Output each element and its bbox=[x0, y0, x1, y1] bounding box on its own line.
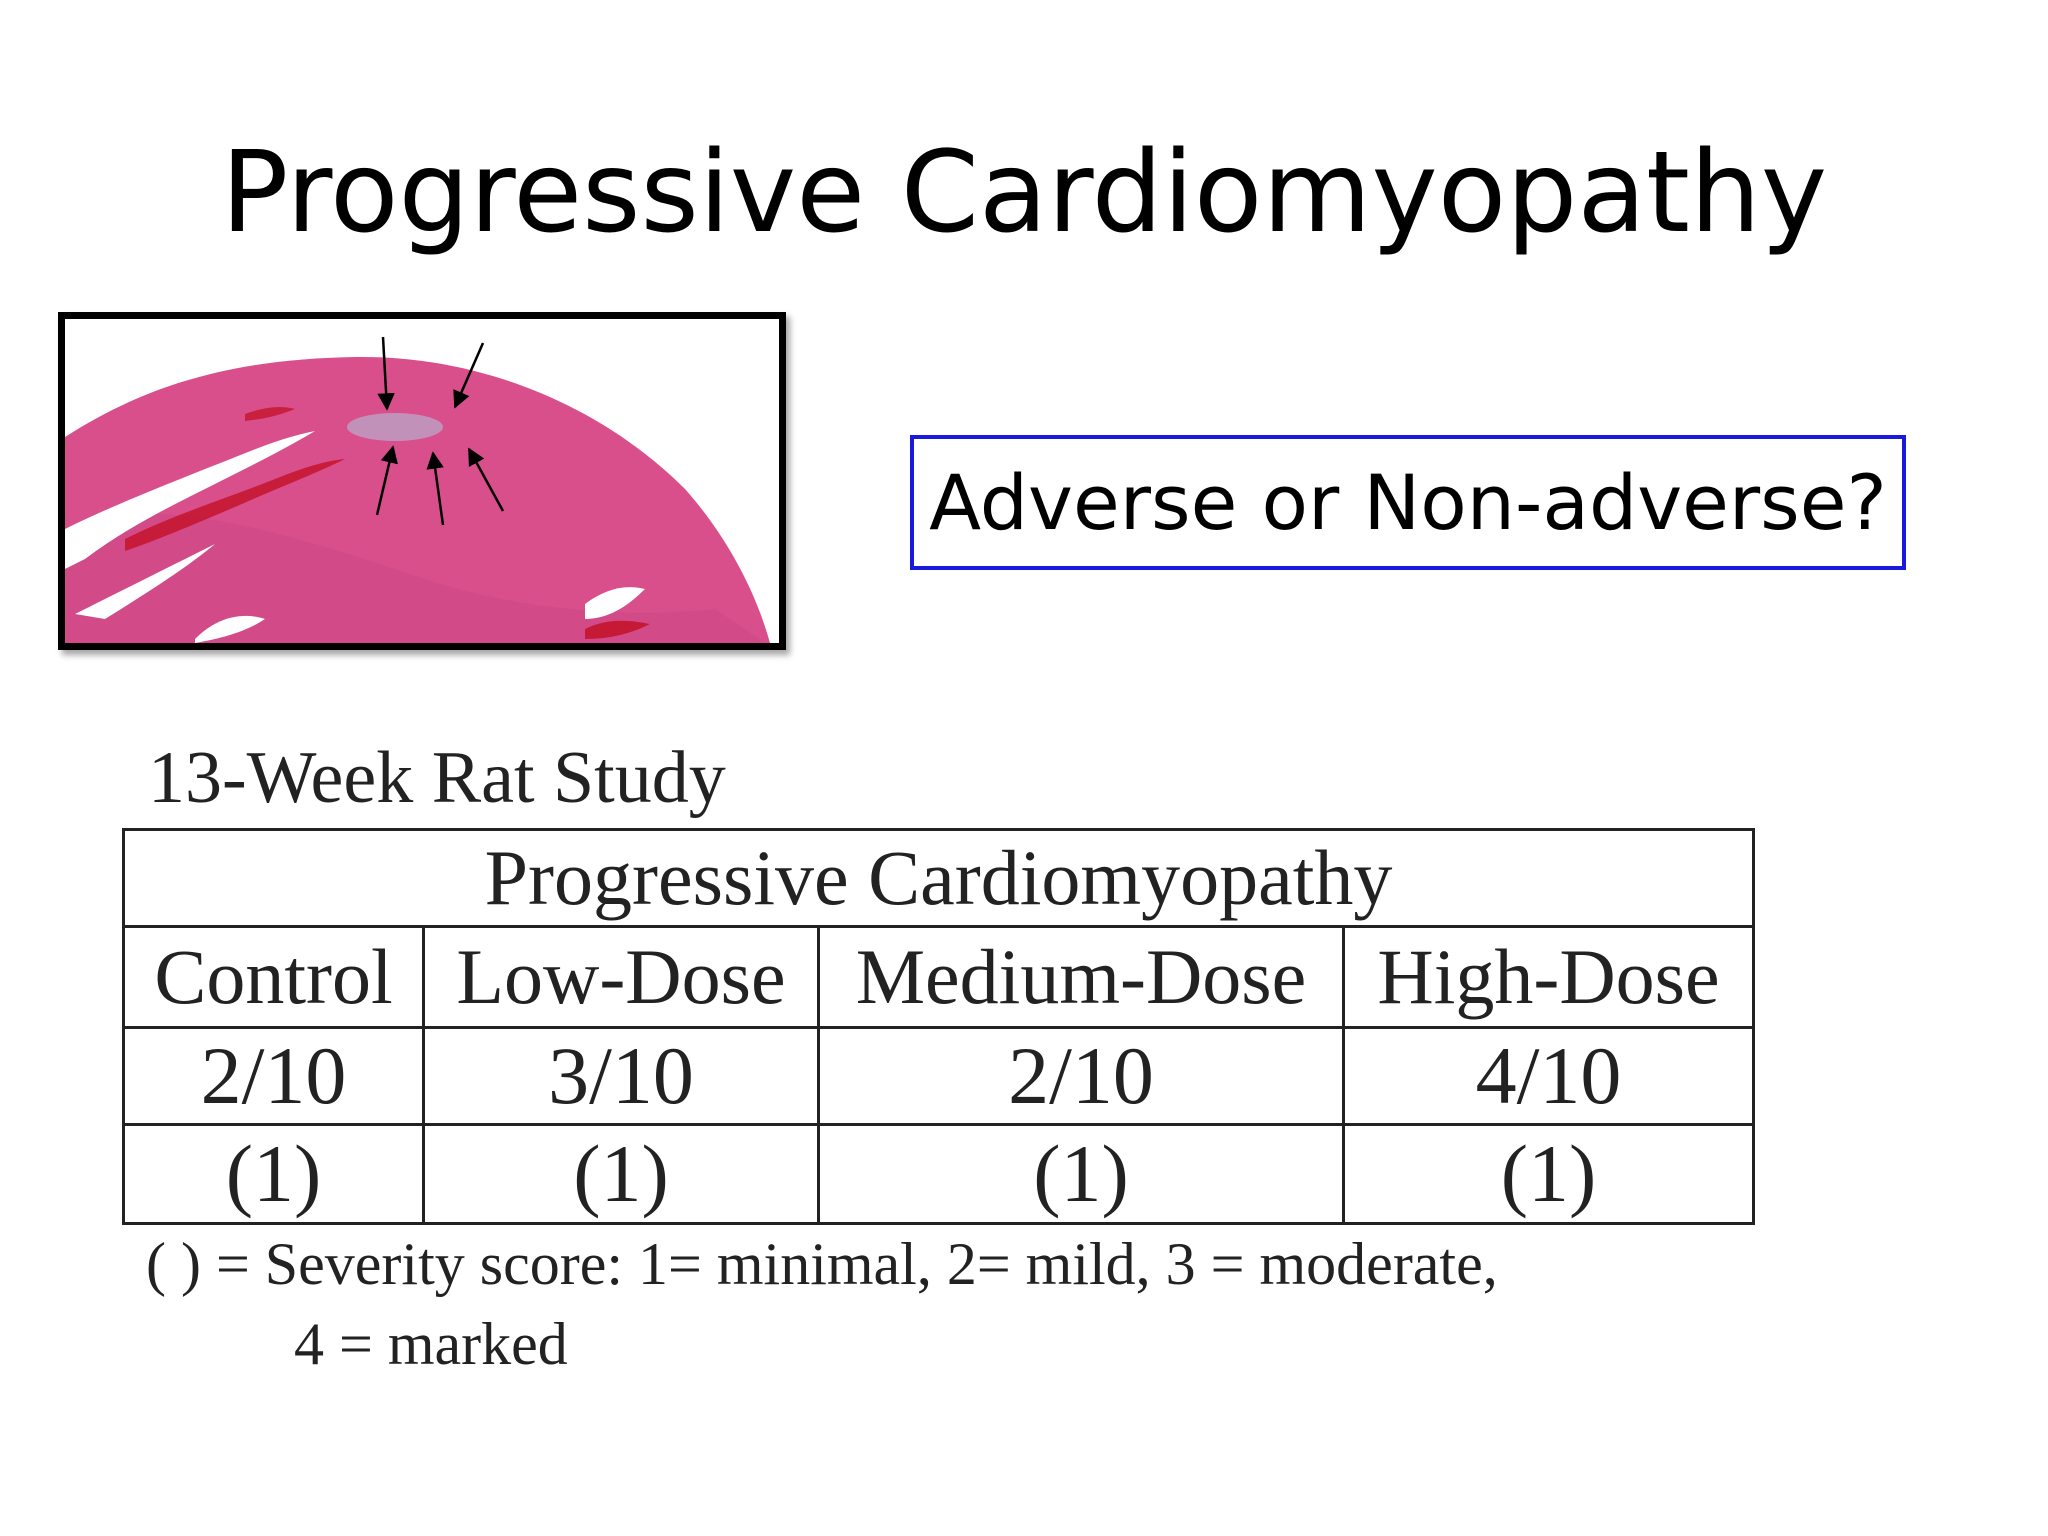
severity-high-dose: (1) bbox=[1341, 1123, 1756, 1225]
table-row: Control Low-Dose Medium-Dose High-Dose bbox=[122, 925, 1756, 1029]
group-control: Control bbox=[122, 925, 425, 1029]
histology-image bbox=[58, 312, 786, 650]
footnote-line-2: 4 = marked bbox=[294, 1311, 568, 1377]
arrow-1 bbox=[377, 336, 395, 411]
slide-title: Progressive Cardiomyopathy bbox=[220, 128, 1828, 258]
group-high-dose: High-Dose bbox=[1341, 925, 1756, 1029]
histology-micrograph bbox=[65, 319, 779, 643]
severity-medium-dose: (1) bbox=[817, 1123, 1345, 1225]
footnote-line-1: ( ) = Severity score: 1= minimal, 2= mil… bbox=[146, 1231, 1498, 1297]
table-header: Progressive Cardiomyopathy bbox=[121, 828, 1756, 928]
severity-footnote: ( ) = Severity score: 1= minimal, 2= mil… bbox=[146, 1224, 1498, 1384]
incidence-control: 2/10 bbox=[122, 1026, 425, 1126]
question-text: Adverse or Non-adverse? bbox=[929, 458, 1887, 547]
incidence-low-dose: 3/10 bbox=[422, 1026, 820, 1126]
severity-control: (1) bbox=[122, 1123, 425, 1225]
incidence-medium-dose: 2/10 bbox=[817, 1026, 1345, 1126]
severity-low-dose: (1) bbox=[422, 1123, 820, 1225]
table-row: (1) (1) (1) (1) bbox=[122, 1123, 1756, 1225]
group-medium-dose: Medium-Dose bbox=[817, 925, 1345, 1029]
study-label: 13-Week Rat Study bbox=[148, 737, 726, 819]
arrow-4 bbox=[426, 451, 445, 526]
incidence-table: Progressive Cardiomyopathy Control Low-D… bbox=[121, 828, 1756, 1225]
arrow-3 bbox=[375, 445, 398, 516]
group-low-dose: Low-Dose bbox=[422, 925, 820, 1029]
question-box: Adverse or Non-adverse? bbox=[910, 435, 1906, 570]
arrow-5 bbox=[467, 447, 505, 512]
table-header-row: Progressive Cardiomyopathy bbox=[121, 828, 1756, 928]
lesion-focus bbox=[347, 413, 443, 441]
table-row: 2/10 3/10 2/10 4/10 bbox=[122, 1026, 1756, 1126]
arrow-2 bbox=[453, 342, 485, 409]
incidence-table-wrap: Progressive Cardiomyopathy Control Low-D… bbox=[121, 828, 1756, 1225]
incidence-high-dose: 4/10 bbox=[1341, 1026, 1756, 1126]
